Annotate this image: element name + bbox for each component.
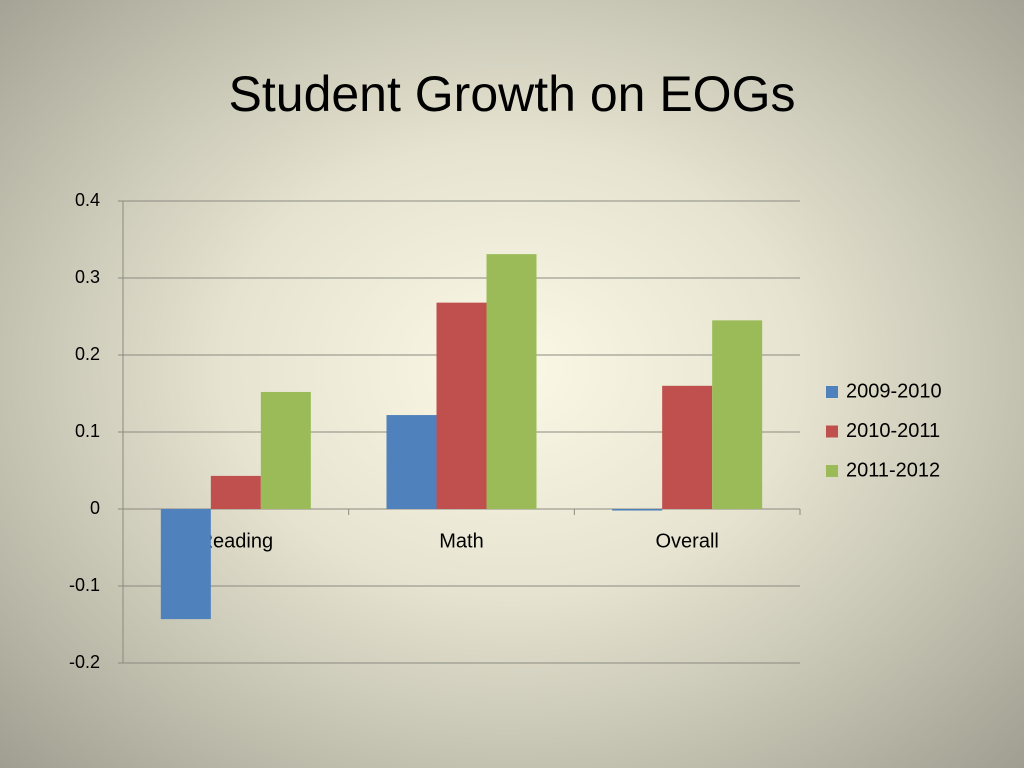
bar — [436, 302, 487, 509]
bar — [662, 385, 713, 509]
bar — [612, 509, 663, 511]
legend-label: 2010-2011 — [846, 420, 940, 442]
legend-swatch — [826, 465, 838, 477]
legend-label: 2011-2012 — [846, 459, 940, 481]
y-tick-label: 0.3 — [75, 267, 100, 287]
legend-swatch — [826, 386, 838, 398]
bar — [712, 320, 763, 509]
chart-title: Student Growth on EOGs — [229, 66, 796, 122]
bar — [260, 391, 311, 509]
y-tick-label: -0.1 — [69, 575, 100, 595]
legend-swatch — [826, 425, 838, 438]
legend-label: 2009-2010 — [846, 380, 942, 402]
bar — [210, 475, 261, 509]
y-tick-label: 0 — [90, 498, 100, 518]
bar — [486, 254, 537, 509]
y-tick-label: 0.4 — [75, 190, 100, 210]
y-tick-label: 0.1 — [75, 421, 100, 441]
x-tick-label: Reading — [199, 530, 274, 552]
bar — [160, 509, 211, 620]
bar — [386, 415, 437, 509]
x-tick-label: Overall — [655, 530, 718, 552]
y-tick-label: -0.2 — [69, 652, 100, 672]
y-tick-label: 0.2 — [75, 344, 100, 364]
x-tick-label: Math — [439, 530, 483, 552]
